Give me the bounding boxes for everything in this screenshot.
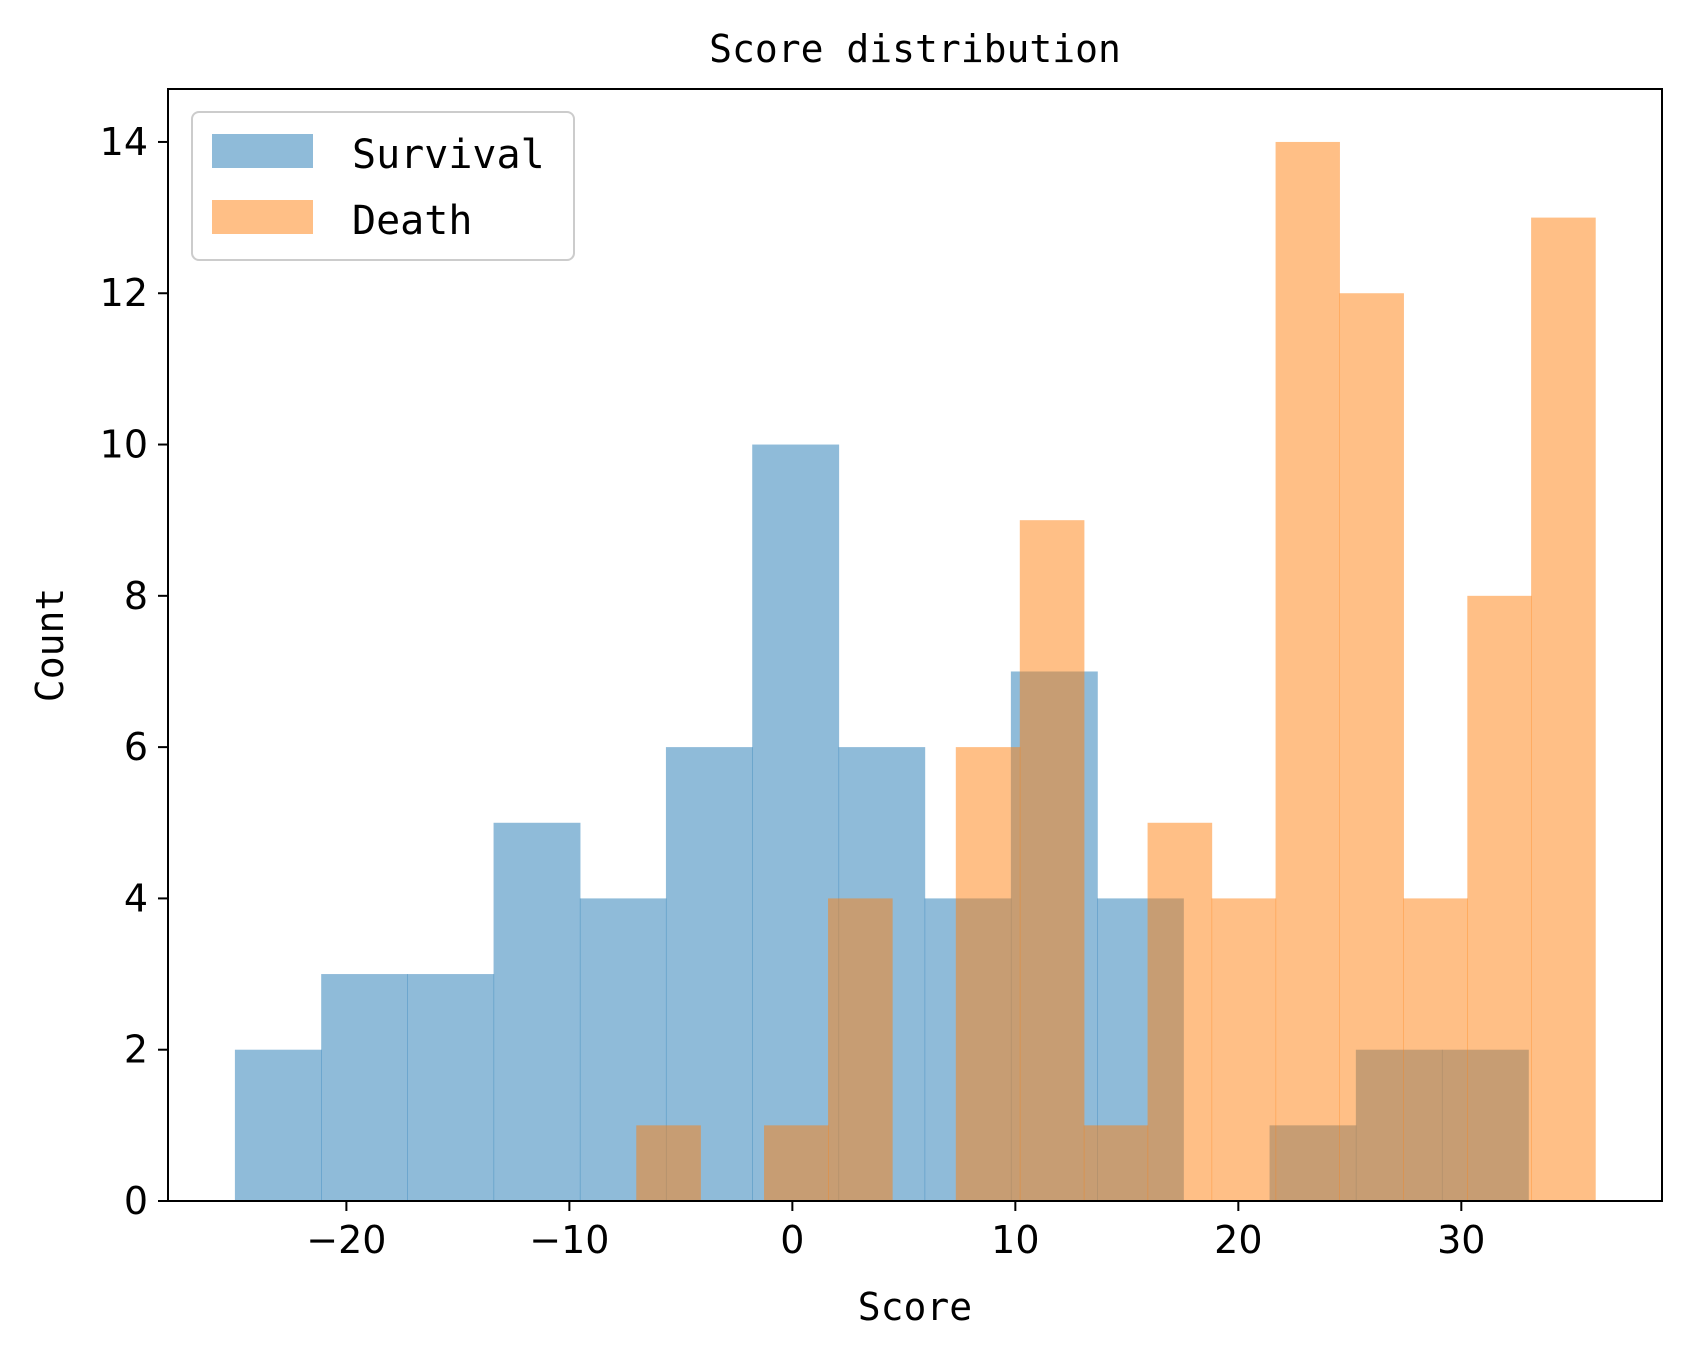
y-tick-label: 8 (124, 574, 148, 618)
bar-death-3 (828, 898, 893, 1201)
bar-death-5 (955, 747, 1021, 1201)
bar-death-13 (1467, 595, 1532, 1201)
y-tick-label: 0 (124, 1179, 148, 1223)
legend-label-survival: Survival (352, 132, 545, 178)
bar-death-8 (1147, 822, 1213, 1201)
bar-survival-0 (234, 1049, 322, 1201)
bar-survival-1 (321, 974, 408, 1201)
legend-swatch-survival (212, 134, 313, 168)
x-tick-label: 10 (991, 1218, 1039, 1262)
bar-survival-6 (752, 444, 840, 1201)
bar-death-14 (1531, 217, 1596, 1202)
chart-title: Score distribution (709, 27, 1121, 71)
bar-death-10 (1275, 141, 1340, 1202)
bars-layer (234, 141, 1596, 1202)
y-tick-label: 12 (100, 271, 148, 315)
x-tick-label: 20 (1214, 1218, 1262, 1262)
legend-label-death: Death (352, 198, 472, 244)
bar-death-7 (1083, 1125, 1149, 1201)
bar-death-6 (1019, 520, 1085, 1201)
y-tick-label: 10 (100, 423, 148, 467)
x-tick-label: 30 (1437, 1218, 1485, 1262)
bar-death-0 (636, 1125, 701, 1201)
bar-death-9 (1211, 898, 1277, 1201)
bar-death-12 (1403, 898, 1468, 1201)
bar-survival-2 (407, 974, 495, 1201)
x-tick-label: 0 (780, 1218, 804, 1262)
legend: Survival Death (191, 111, 575, 261)
y-axis-ticks: 0 2 4 6 8 10 12 14 (100, 120, 168, 1223)
y-tick-label: 14 (100, 120, 148, 164)
plot-frame (167, 88, 1663, 1202)
legend-swatch-death (212, 200, 313, 234)
y-tick-label: 4 (124, 876, 148, 920)
y-tick-label: 2 (124, 1028, 148, 1072)
bar-survival-3 (493, 822, 581, 1201)
bar-death-11 (1339, 293, 1404, 1201)
y-axis-label: Count (28, 588, 72, 702)
x-tick-label: −10 (529, 1218, 609, 1262)
bar-death-2 (764, 1125, 829, 1201)
y-tick-label: 6 (124, 725, 148, 769)
x-tick-label: −20 (306, 1218, 386, 1262)
x-axis-ticks: −20 −10 0 10 20 30 (306, 1201, 1485, 1262)
x-axis-label: Score (858, 1285, 972, 1329)
